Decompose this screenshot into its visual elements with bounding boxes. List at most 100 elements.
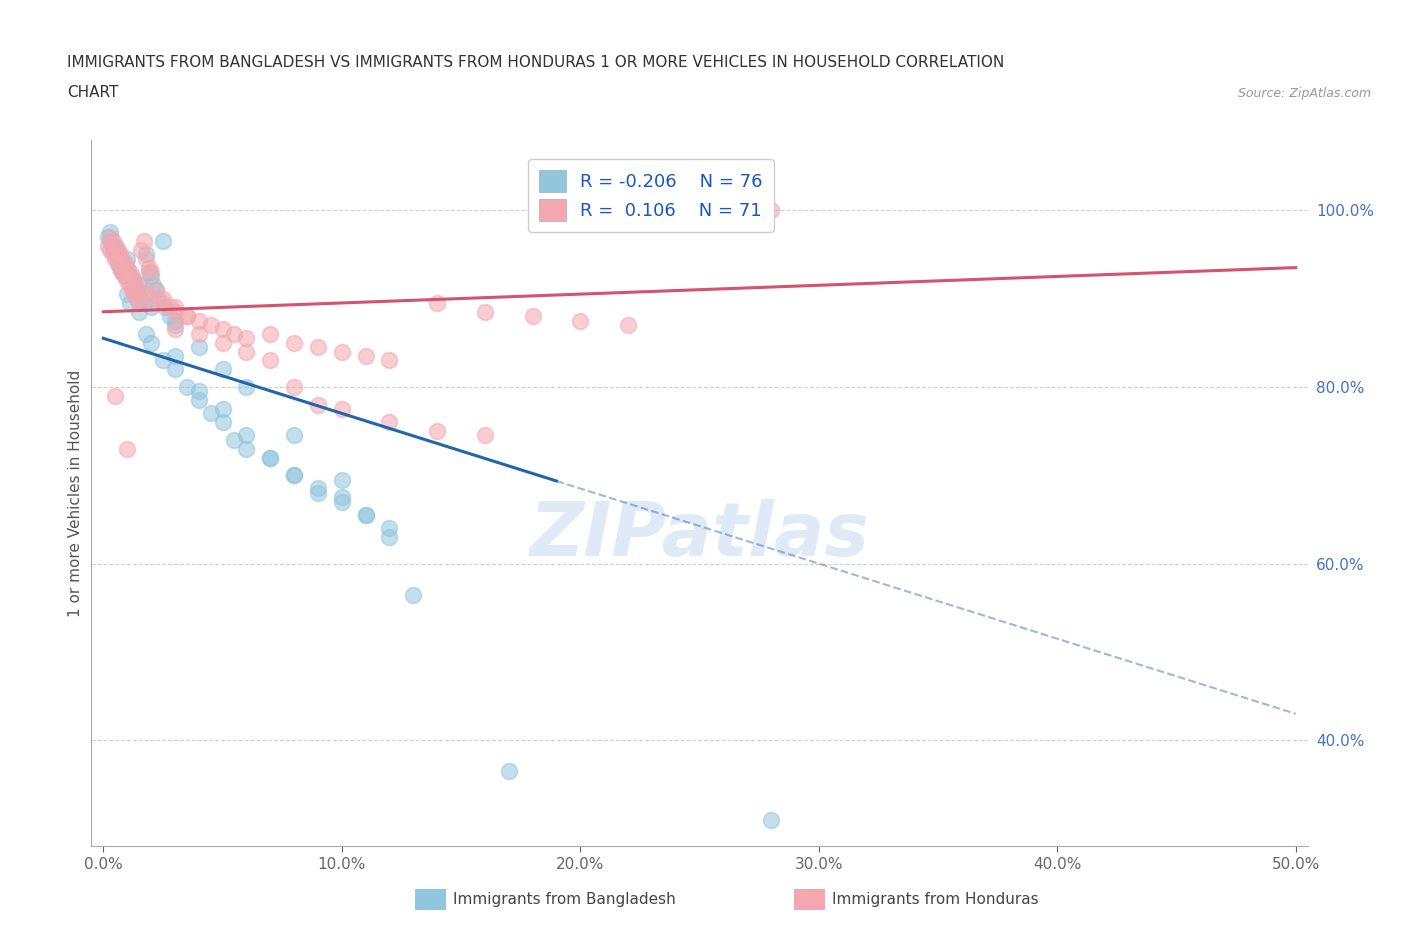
Point bbox=[155, 300, 177, 315]
Point bbox=[159, 309, 181, 324]
Point bbox=[402, 587, 425, 602]
Point bbox=[498, 764, 520, 778]
Text: CHART: CHART bbox=[67, 85, 120, 100]
Point bbox=[163, 322, 186, 337]
Point bbox=[101, 247, 124, 262]
Point bbox=[100, 243, 122, 258]
Point bbox=[283, 428, 305, 443]
Point bbox=[139, 300, 162, 315]
Point bbox=[330, 472, 353, 487]
Point bbox=[474, 304, 496, 319]
Point bbox=[115, 265, 138, 280]
Point bbox=[121, 283, 143, 298]
Point bbox=[235, 331, 257, 346]
Point bbox=[118, 296, 141, 311]
Point bbox=[107, 243, 129, 258]
Point bbox=[100, 230, 122, 245]
Point bbox=[617, 318, 640, 333]
Point bbox=[259, 450, 281, 465]
Text: Immigrants from Bangladesh: Immigrants from Bangladesh bbox=[453, 892, 675, 907]
Text: Immigrants from Honduras: Immigrants from Honduras bbox=[832, 892, 1039, 907]
Legend: R = -0.206    N = 76, R =  0.106    N = 71: R = -0.206 N = 76, R = 0.106 N = 71 bbox=[529, 159, 773, 232]
Point bbox=[474, 428, 496, 443]
Text: ZIPatlas: ZIPatlas bbox=[530, 498, 869, 572]
Point bbox=[211, 336, 233, 351]
Point bbox=[108, 247, 131, 262]
Point bbox=[97, 238, 120, 253]
Point bbox=[101, 238, 124, 253]
Point bbox=[259, 353, 281, 368]
Point bbox=[104, 238, 127, 253]
Point bbox=[101, 238, 124, 253]
Point bbox=[283, 468, 305, 483]
Point bbox=[259, 450, 281, 465]
Point bbox=[426, 296, 449, 311]
Point bbox=[114, 269, 136, 284]
Point bbox=[152, 353, 174, 368]
Point bbox=[114, 256, 136, 271]
Point bbox=[354, 508, 377, 523]
Point bbox=[124, 273, 146, 288]
Point bbox=[330, 495, 353, 510]
Point bbox=[124, 283, 146, 298]
Point bbox=[125, 291, 148, 306]
Point bbox=[176, 309, 198, 324]
Text: IMMIGRANTS FROM BANGLADESH VS IMMIGRANTS FROM HONDURAS 1 OR MORE VEHICLES IN HOU: IMMIGRANTS FROM BANGLADESH VS IMMIGRANTS… bbox=[67, 55, 1005, 70]
Point bbox=[111, 251, 134, 266]
Point bbox=[125, 283, 148, 298]
Point bbox=[187, 326, 209, 341]
Point bbox=[104, 243, 127, 258]
Point bbox=[235, 379, 257, 394]
Point bbox=[108, 260, 131, 275]
Point bbox=[104, 389, 127, 404]
Point bbox=[163, 349, 186, 364]
Point bbox=[235, 344, 257, 359]
Point bbox=[163, 304, 186, 319]
Point bbox=[176, 379, 198, 394]
Point bbox=[235, 428, 257, 443]
Point bbox=[354, 508, 377, 523]
Point bbox=[111, 256, 134, 271]
Point bbox=[132, 233, 155, 248]
Point bbox=[131, 291, 153, 306]
Point bbox=[522, 309, 544, 324]
Point bbox=[104, 251, 127, 266]
Point bbox=[159, 300, 181, 315]
Point bbox=[200, 406, 222, 421]
Point bbox=[163, 313, 186, 328]
Point bbox=[146, 291, 169, 306]
Point bbox=[114, 269, 136, 284]
Point bbox=[111, 265, 134, 280]
Point bbox=[107, 256, 129, 271]
Point bbox=[121, 269, 143, 284]
Point bbox=[124, 278, 146, 293]
Point bbox=[145, 283, 167, 298]
Point bbox=[100, 225, 122, 240]
Point bbox=[307, 481, 329, 496]
Point bbox=[378, 415, 401, 430]
Point bbox=[378, 353, 401, 368]
Point bbox=[163, 318, 186, 333]
Point bbox=[152, 291, 174, 306]
Point bbox=[187, 384, 209, 399]
Point bbox=[187, 392, 209, 407]
Point bbox=[118, 269, 141, 284]
Point bbox=[142, 278, 165, 293]
Point bbox=[139, 269, 162, 284]
Point bbox=[128, 278, 150, 293]
Y-axis label: 1 or more Vehicles in Household: 1 or more Vehicles in Household bbox=[67, 369, 83, 617]
Point bbox=[283, 336, 305, 351]
Point bbox=[131, 243, 153, 258]
Point bbox=[211, 415, 233, 430]
Point bbox=[307, 397, 329, 412]
Point bbox=[135, 251, 157, 266]
Point bbox=[759, 813, 782, 828]
Text: Source: ZipAtlas.com: Source: ZipAtlas.com bbox=[1237, 86, 1371, 100]
Point bbox=[187, 339, 209, 354]
Point bbox=[115, 260, 138, 275]
Point bbox=[145, 283, 167, 298]
Point bbox=[101, 233, 124, 248]
Point bbox=[118, 265, 141, 280]
Point bbox=[115, 273, 138, 288]
Point bbox=[569, 313, 592, 328]
